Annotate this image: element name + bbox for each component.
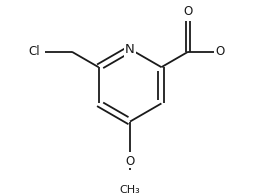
Text: O: O	[215, 45, 225, 58]
Text: N: N	[125, 42, 135, 55]
Text: CH₃: CH₃	[120, 185, 140, 194]
Text: O: O	[183, 5, 193, 18]
Text: O: O	[125, 155, 135, 168]
Text: Cl: Cl	[28, 45, 40, 58]
